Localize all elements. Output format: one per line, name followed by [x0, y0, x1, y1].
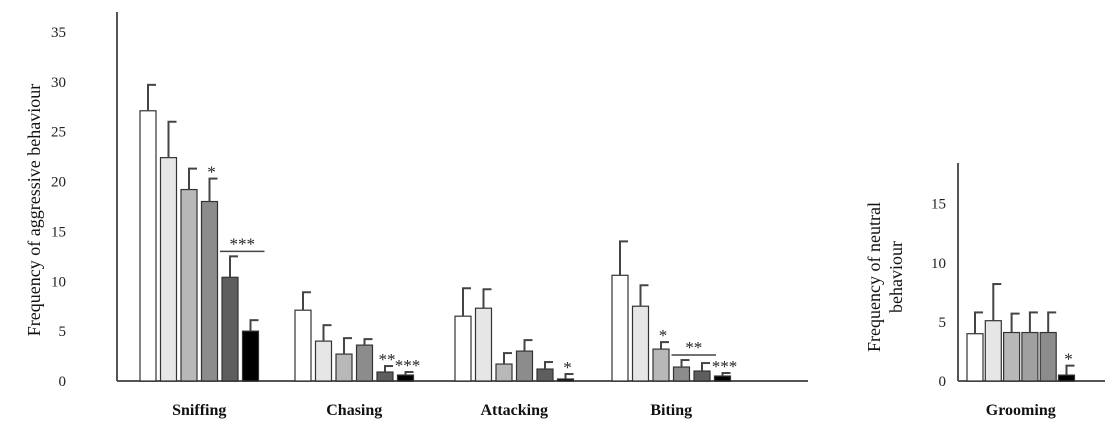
y-tick-label: 10 — [931, 256, 946, 272]
bar — [314, 340, 333, 382]
bar — [139, 110, 157, 382]
bar — [241, 330, 260, 382]
bar — [1057, 374, 1076, 382]
bar — [221, 276, 239, 382]
neutral-behaviour-panel: 0 5 10 15 Frequency of neutral behaviour Groom… — [864, 163, 1105, 419]
significance-marker: * — [207, 163, 216, 182]
y-tick-label: 25 — [51, 125, 66, 141]
y-tick-label: 35 — [51, 25, 66, 41]
bar — [454, 315, 472, 382]
y-tick-label: 15 — [931, 197, 946, 213]
bar — [200, 200, 219, 382]
bar — [159, 157, 178, 382]
category-label: Biting — [650, 402, 692, 419]
bar — [631, 305, 650, 382]
significance-marker: *** — [230, 234, 256, 253]
bar — [474, 307, 493, 382]
significance-marker: ** — [685, 338, 702, 357]
significance-marker: * — [1064, 350, 1073, 369]
category-label: Chasing — [326, 402, 382, 419]
bar — [1002, 331, 1021, 382]
bar — [611, 274, 629, 382]
bar — [713, 375, 732, 382]
bar — [693, 370, 711, 382]
y-axis-title: Frequency of neutral behaviour — [864, 202, 906, 352]
bar — [672, 366, 691, 382]
bar — [180, 188, 198, 382]
y-tick-label: 30 — [51, 75, 66, 91]
significance-marker: * — [563, 358, 572, 377]
bar — [536, 368, 554, 382]
bar — [355, 344, 374, 382]
y-axis-title: Frequency of aggressive behaviour — [24, 84, 44, 336]
bar — [376, 371, 394, 382]
bar — [1021, 331, 1039, 382]
category-label: Attacking — [480, 402, 548, 419]
y-tick-label: 5 — [59, 324, 67, 340]
bar — [966, 333, 984, 382]
category-label: Grooming — [986, 402, 1056, 419]
significance-marker: * — [659, 326, 668, 345]
category-label: Sniffing — [172, 402, 226, 419]
bar — [294, 309, 312, 382]
bar — [335, 353, 353, 382]
significance-marker: *** — [395, 356, 421, 375]
y-axis-title-line: behaviour — [886, 241, 906, 313]
y-tick-label: 15 — [51, 224, 66, 240]
bar — [396, 374, 415, 382]
bar — [495, 363, 513, 382]
bar — [652, 348, 670, 382]
y-tick-label: 5 — [939, 315, 947, 331]
bar — [984, 320, 1002, 382]
bar — [556, 378, 575, 382]
aggressive-behaviour-panel: 0 5 10 15 20 25 30 35 Frequency of aggressive be… — [24, 12, 808, 419]
y-tick-label: 0 — [59, 374, 67, 390]
y-axis-title-line: Frequency of neutral — [864, 202, 884, 352]
significance-marker: *** — [712, 357, 738, 376]
y-tick-label: 0 — [939, 374, 947, 390]
y-tick-label: 20 — [51, 175, 66, 191]
significance-marker: ** — [379, 350, 396, 369]
bar — [1039, 331, 1057, 382]
y-tick-label: 10 — [51, 274, 66, 290]
bar — [515, 350, 534, 382]
